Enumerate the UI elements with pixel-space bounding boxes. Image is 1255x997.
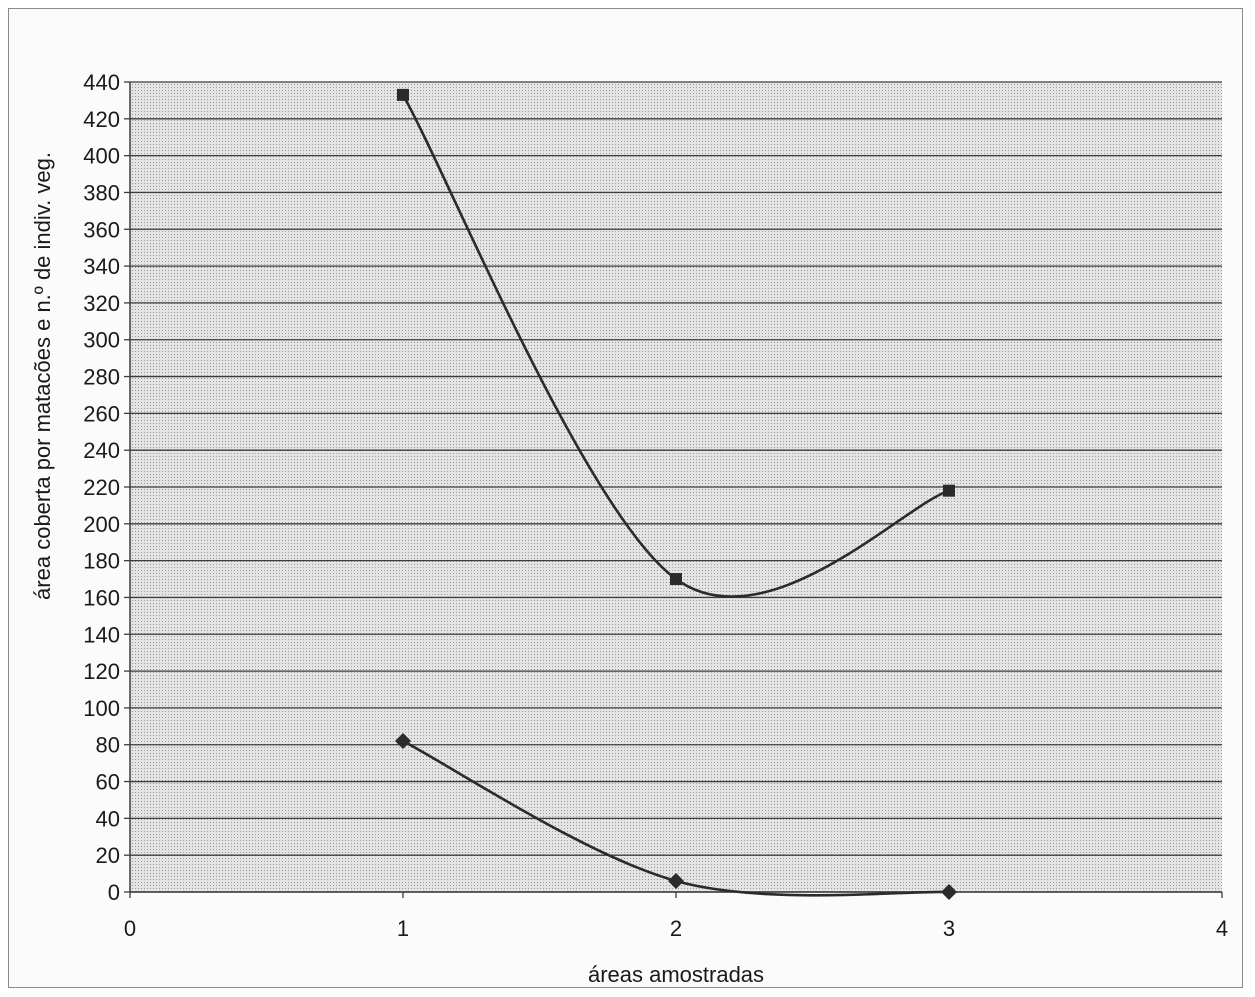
series-1-point: [670, 573, 682, 586]
x-axis-title: áreas amostradas: [588, 962, 764, 987]
y-tick-label: 160: [83, 585, 120, 610]
x-tick-label: 4: [1216, 916, 1228, 941]
y-tick-label: 80: [96, 733, 120, 758]
y-tick-label: 20: [96, 843, 120, 868]
y-tick-label: 120: [83, 659, 120, 684]
series-1-line: [401, 94, 950, 598]
y-tick-label: 100: [83, 696, 120, 721]
series-1-point: [397, 88, 409, 101]
y-tick-label: 340: [83, 254, 120, 279]
y-tick-label: 0: [108, 880, 120, 905]
y-tick-label: 360: [83, 217, 120, 242]
y-tick-label: 280: [83, 365, 120, 390]
x-tick-label: 1: [397, 916, 409, 941]
y-tick-label: 380: [83, 180, 120, 205]
series-2-point: [395, 733, 411, 750]
y-tick-label: 140: [83, 622, 120, 647]
y-tick-label: 220: [83, 475, 120, 500]
y-tick-label: 440: [83, 70, 120, 95]
x-tick-label: 3: [943, 916, 955, 941]
y-tick-label: 60: [96, 770, 120, 795]
y-tick-label: 420: [83, 107, 120, 132]
y-tick-label: 300: [83, 328, 120, 353]
series-1-point: [943, 484, 955, 497]
y-tick-label: 260: [83, 401, 120, 426]
y-tick-label: 320: [83, 291, 120, 316]
y-tick-label: 180: [83, 549, 120, 574]
x-tick-label: 2: [670, 916, 682, 941]
y-tick-label: 240: [83, 438, 120, 463]
series-2-point: [668, 872, 684, 889]
x-tick-label: 0: [124, 916, 136, 941]
y-axis-title: área coberta por matacões e n.º de indiv…: [30, 152, 55, 600]
y-tick-label: 200: [83, 512, 120, 537]
series-2-point: [941, 884, 957, 900]
y-tick-label: 400: [83, 144, 120, 169]
y-tick-label: 40: [96, 806, 120, 831]
